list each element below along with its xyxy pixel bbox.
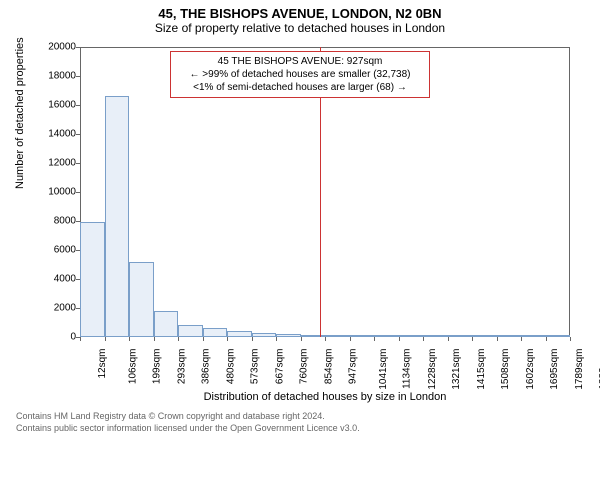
y-tick-label: 6000 [54,245,76,256]
histogram-bar [325,335,350,337]
y-tick-label: 16000 [48,100,76,111]
x-tick-mark [227,337,228,341]
histogram-bar [154,311,179,337]
x-tick-label: 480sqm [225,349,236,385]
x-axis-label: Distribution of detached houses by size … [80,391,570,403]
x-tick-label: 106sqm [127,349,138,385]
x-tick-mark [301,337,302,341]
x-tick-mark [129,337,130,341]
x-tick-label: 199sqm [152,349,163,385]
x-tick-mark [374,337,375,341]
histogram-bar [178,325,203,337]
x-tick-mark [423,337,424,341]
histogram-bar [203,328,228,337]
x-tick-label: 947sqm [348,349,359,385]
x-tick-label: 667sqm [274,349,285,385]
y-tick-mark [76,192,80,193]
x-tick-label: 1415sqm [476,349,487,390]
x-tick-mark [105,337,106,341]
x-tick-label: 854sqm [323,349,334,385]
x-tick-label: 12sqm [97,349,108,379]
x-tick-mark [497,337,498,341]
y-tick-label: 4000 [54,274,76,285]
main-title: 45, THE BISHOPS AVENUE, LONDON, N2 0BN [10,6,590,21]
y-tick-mark [76,134,80,135]
x-tick-label: 760sqm [299,349,310,385]
y-tick-label: 14000 [48,129,76,140]
x-tick-label: 573sqm [250,349,261,385]
x-tick-mark [448,337,449,341]
annotation-line-2: ← >99% of detached houses are smaller (3… [177,68,423,81]
y-tick-label: 10000 [48,187,76,198]
x-tick-label: 1508sqm [500,349,511,390]
annotation-line-1: 45 THE BISHOPS AVENUE: 927sqm [177,55,423,68]
x-tick-label: 1695sqm [549,349,560,390]
x-tick-mark [472,337,473,341]
x-tick-mark [521,337,522,341]
histogram-bar [252,333,277,337]
x-tick-label: 293sqm [176,349,187,385]
y-tick-mark [76,279,80,280]
y-tick-mark [76,105,80,106]
annotation-box: 45 THE BISHOPS AVENUE: 927sqm ← >99% of … [170,51,430,98]
chart-area: Number of detached properties 45 THE BIS… [20,39,580,409]
y-tick-mark [76,47,80,48]
histogram-bar [521,335,546,337]
chart-container: 45, THE BISHOPS AVENUE, LONDON, N2 0BN S… [0,0,600,500]
x-tick-mark [546,337,547,341]
x-tick-mark [350,337,351,341]
x-tick-label: 1321sqm [451,349,462,390]
sub-title: Size of property relative to detached ho… [10,21,590,35]
x-tick-mark [399,337,400,341]
histogram-bar [497,335,522,337]
footer: Contains HM Land Registry data © Crown c… [10,411,590,434]
y-tick-label: 20000 [48,42,76,53]
histogram-bar [546,335,571,337]
footer-line-2: Contains public sector information licen… [16,423,590,435]
histogram-bar [301,335,326,337]
y-tick-mark [76,250,80,251]
x-tick-label: 1228sqm [427,349,438,390]
x-tick-mark [276,337,277,341]
y-axis-label: Number of detached properties [14,37,26,189]
histogram-bar [423,335,448,337]
histogram-bar [350,335,375,337]
x-tick-mark [154,337,155,341]
x-tick-mark [80,337,81,341]
annotation-line-3: <1% of semi-detached houses are larger (… [177,81,423,94]
x-tick-mark [252,337,253,341]
y-tick-label: 8000 [54,216,76,227]
histogram-bar [472,335,497,337]
y-tick-label: 2000 [54,303,76,314]
x-tick-label: 1602sqm [525,349,536,390]
x-tick-mark [178,337,179,341]
histogram-bar [374,335,399,337]
x-tick-mark [325,337,326,341]
y-tick-mark [76,221,80,222]
histogram-bar [276,334,301,337]
x-tick-mark [570,337,571,341]
x-tick-label: 1134sqm [401,349,412,389]
x-tick-mark [203,337,204,341]
footer-line-1: Contains HM Land Registry data © Crown c… [16,411,590,423]
y-tick-label: 18000 [48,71,76,82]
y-tick-mark [76,308,80,309]
histogram-bar [399,335,424,337]
x-tick-label: 1041sqm [378,349,389,390]
histogram-bar [80,222,105,337]
histogram-bar [105,96,130,337]
histogram-bar [129,262,154,337]
x-tick-label: 386sqm [201,349,212,385]
histogram-bar [448,335,473,337]
y-tick-label: 12000 [48,158,76,169]
x-tick-label: 1789sqm [574,349,585,390]
y-tick-mark [76,76,80,77]
y-tick-mark [76,163,80,164]
histogram-bar [227,331,252,337]
